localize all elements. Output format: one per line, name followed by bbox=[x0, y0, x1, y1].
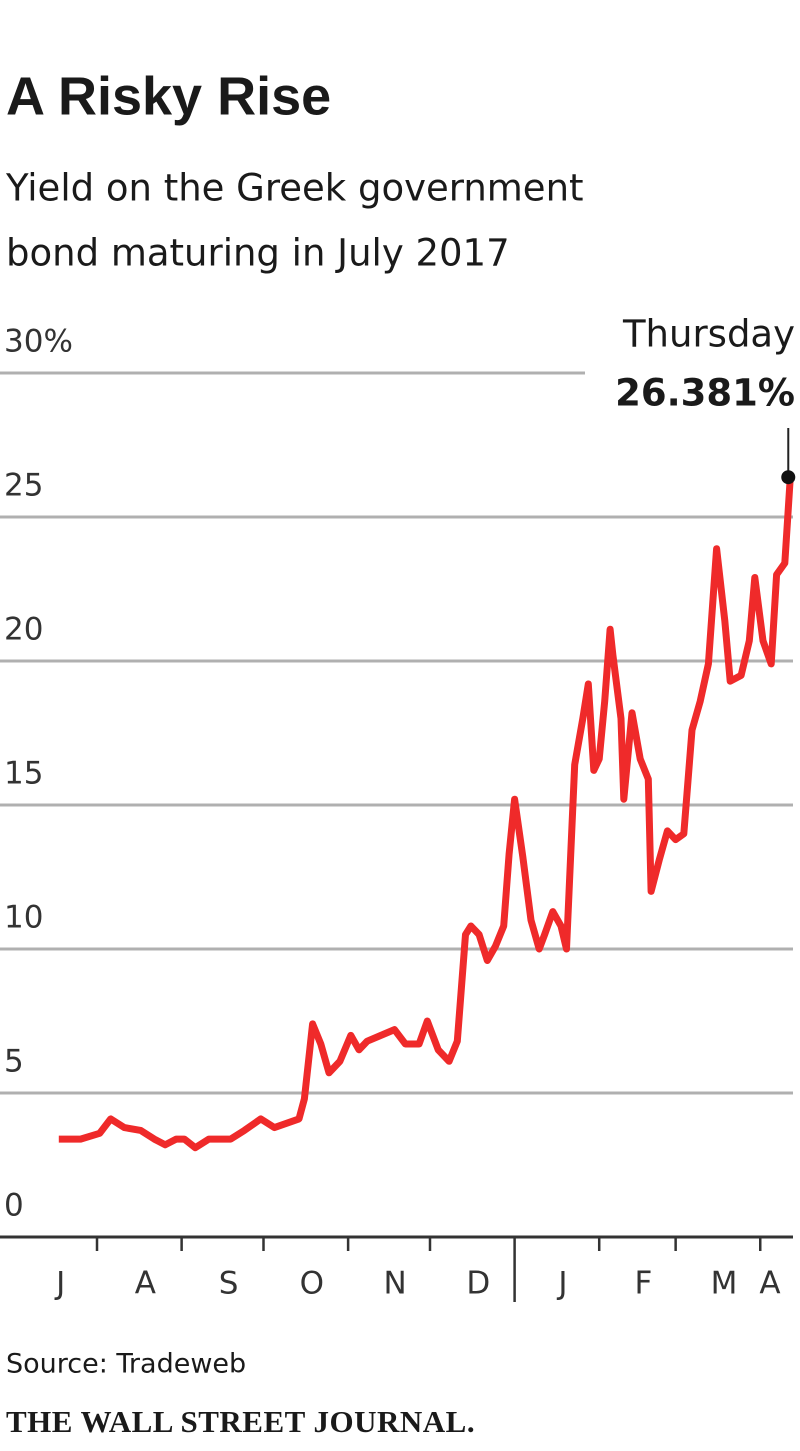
x-tick-label: J bbox=[54, 1266, 65, 1302]
subtitle: Yield on the Greek government bbox=[5, 167, 584, 210]
x-tick-label: S bbox=[219, 1266, 239, 1302]
y-tick-label: 5 bbox=[4, 1044, 24, 1080]
chart-title: A Risky Rise bbox=[6, 66, 331, 126]
x-tick-label: J bbox=[556, 1266, 567, 1302]
x-tick-label: O bbox=[300, 1266, 324, 1302]
y-tick-label: 20 bbox=[4, 612, 43, 648]
publisher: THE WALL STREET JOURNAL. bbox=[6, 1404, 475, 1439]
y-tick-label: 30% bbox=[4, 324, 73, 360]
x-tick-label: A bbox=[759, 1266, 780, 1302]
annotation-dot bbox=[781, 470, 796, 485]
x-tick-label: F bbox=[635, 1266, 653, 1302]
source: Source: Tradeweb bbox=[6, 1349, 246, 1380]
y-tick-label: 10 bbox=[4, 900, 43, 936]
subtitle: bond maturing in July 2017 bbox=[6, 232, 510, 275]
x-tick-label: N bbox=[383, 1266, 406, 1302]
x-tick-label: M bbox=[711, 1266, 738, 1302]
annotation-value: 26.381% bbox=[615, 372, 795, 415]
y-tick-label: 0 bbox=[4, 1188, 24, 1224]
x-tick-label: D bbox=[466, 1266, 490, 1302]
annotation-text: Thursday bbox=[622, 313, 795, 356]
data-line bbox=[58, 476, 794, 1152]
y-tick-label: 25 bbox=[4, 468, 43, 504]
x-tick-label: A bbox=[135, 1266, 156, 1302]
y-tick-label: 15 bbox=[4, 756, 43, 792]
